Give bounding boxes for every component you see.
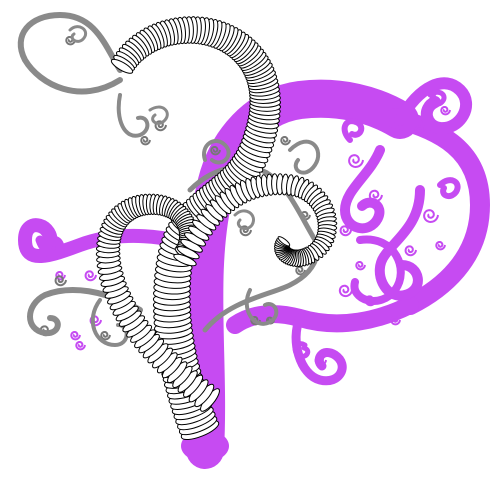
gray-mid-curl <box>202 139 231 165</box>
tube-right-loop <box>173 173 338 268</box>
gray-curl <box>210 146 221 156</box>
magenta-small-spiral-b <box>437 177 461 200</box>
magenta-curl <box>404 245 417 257</box>
tube-ring <box>277 236 291 247</box>
gray-curl <box>239 225 252 237</box>
gray-top-curl <box>116 93 150 138</box>
magenta-curl <box>75 341 86 351</box>
magenta-curl <box>84 270 97 282</box>
gray-curl <box>280 136 291 146</box>
magenta-curl <box>368 189 383 203</box>
gray-small-spiral-b <box>148 105 169 125</box>
magenta-curl <box>355 261 366 271</box>
magenta-mid-spiral-1 <box>339 145 385 234</box>
magenta-curl <box>339 225 352 237</box>
magenta-curl <box>314 355 327 367</box>
magenta-curl <box>440 106 451 116</box>
magenta-curl <box>364 295 377 307</box>
gray-top-arc <box>17 11 123 95</box>
tube-ring <box>110 58 134 74</box>
magenta-small-spiral-a <box>341 118 365 143</box>
gray-curl <box>295 266 306 276</box>
magenta-mid-spiral-2 <box>374 185 425 301</box>
gray-curl <box>100 331 111 341</box>
magenta-top-curl <box>394 77 472 134</box>
gray-right-lower-curl <box>244 288 279 326</box>
magenta-mid-spiral-3 <box>350 235 405 305</box>
magenta-curl <box>338 284 353 298</box>
magenta-curl <box>70 331 81 341</box>
gray-small-spiral-a <box>68 25 87 43</box>
magenta-curl <box>435 241 446 251</box>
magenta-curl <box>414 125 427 137</box>
magenta-left-spiral <box>35 235 65 260</box>
gray-right-curl <box>288 139 321 175</box>
gray-curl <box>54 275 67 287</box>
gray-curl <box>140 136 151 146</box>
magenta-curl <box>423 209 439 224</box>
gray-left-branch <box>27 287 143 337</box>
magenta-curl <box>348 154 364 169</box>
magenta-small-spiral-c <box>292 341 311 359</box>
magenta-curl <box>390 316 401 326</box>
tube-left-arc <box>95 193 220 412</box>
gray-small-spiral-c <box>233 209 255 231</box>
magenta-small-spiral-d <box>427 89 447 107</box>
ringed-tube-tree <box>95 16 338 441</box>
